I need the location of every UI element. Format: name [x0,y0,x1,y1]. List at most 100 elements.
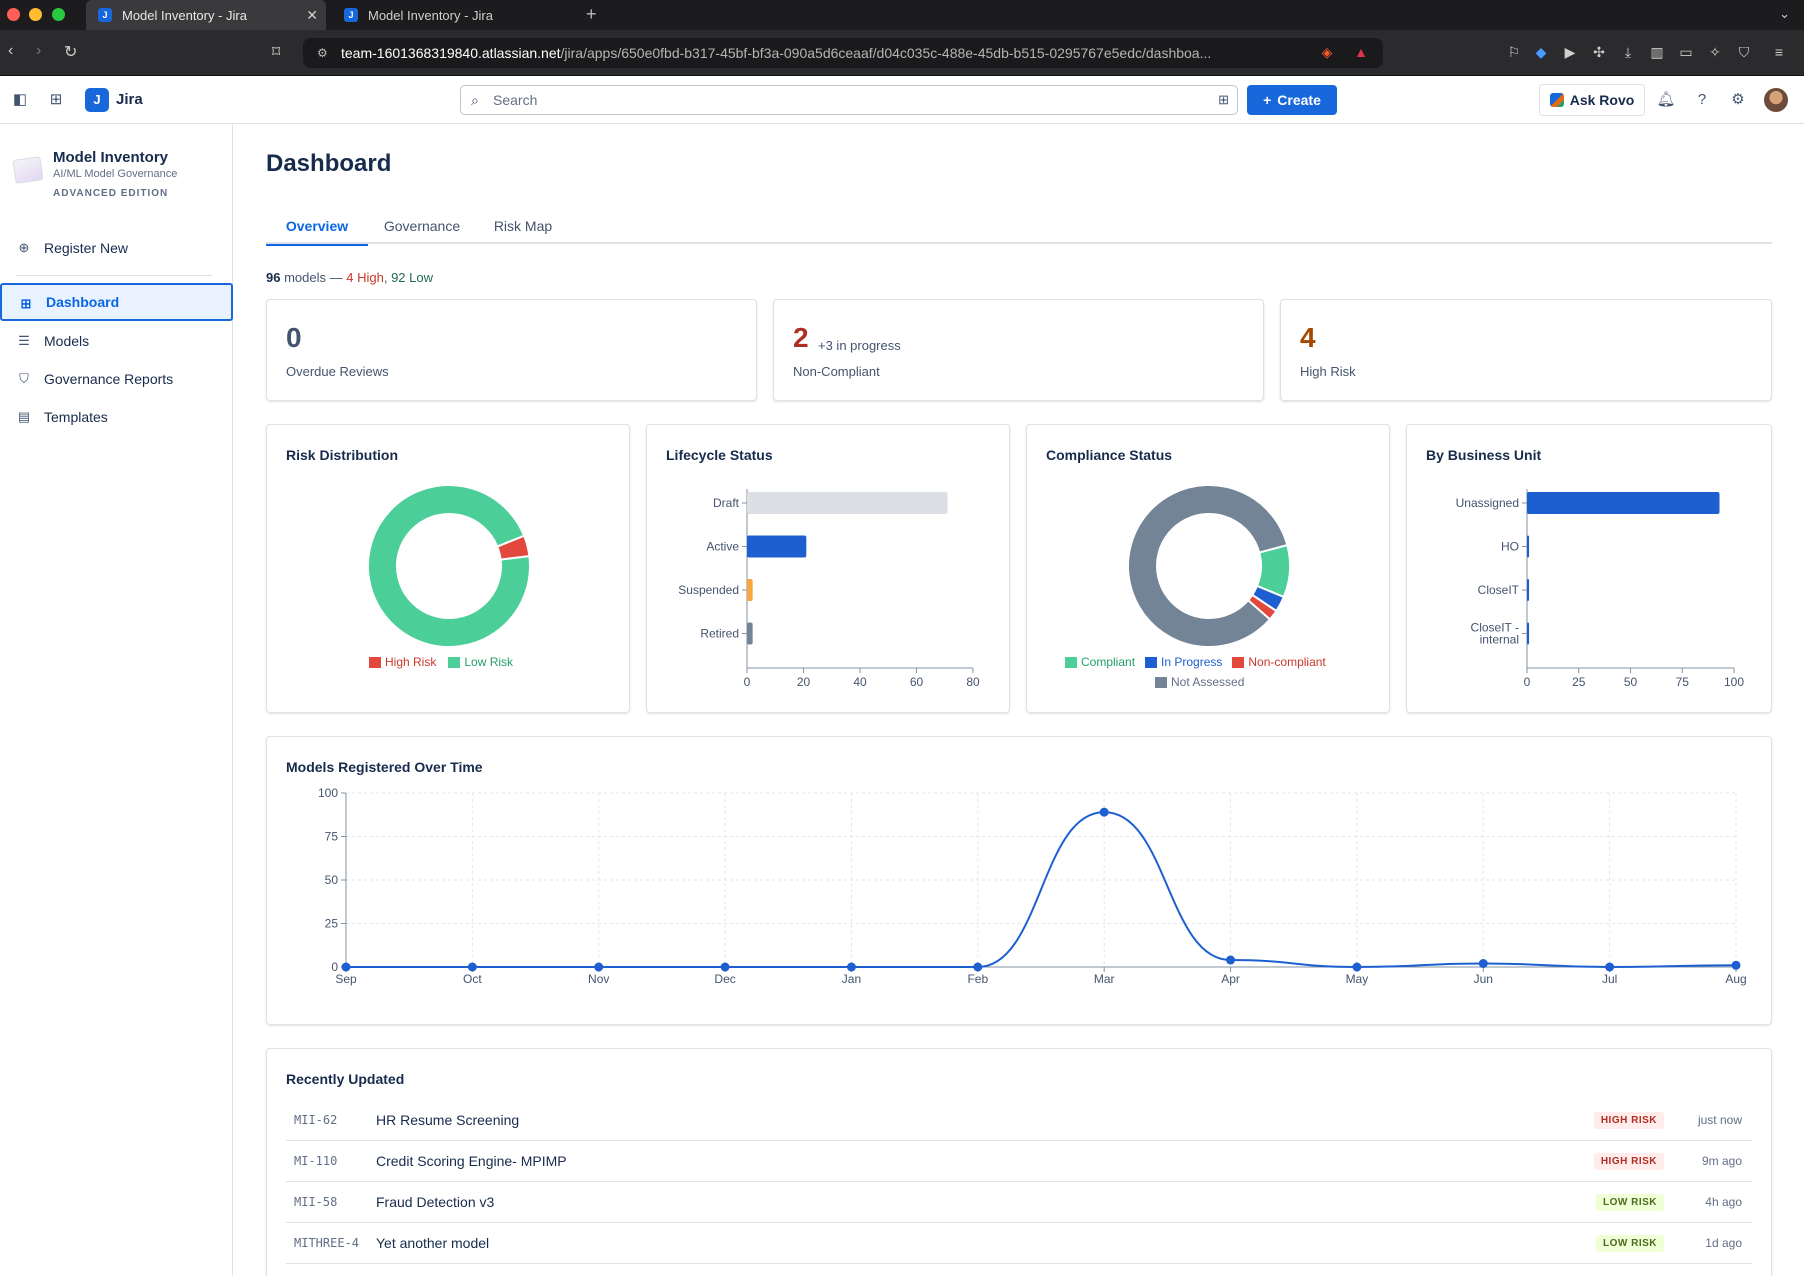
x-tick-label: Feb [967,972,988,986]
stat-card-overdue[interactable]: 0 Overdue Reviews [266,299,757,401]
sidebar-item-templates[interactable]: ▤ Templates [0,398,233,436]
settings-icon[interactable]: ⚙ [1731,91,1745,108]
register-new-button[interactable]: ⊕ Register New [0,229,233,267]
item-name: Yet another model [376,1235,490,1251]
extension-icon[interactable]: ◆ [1535,44,1547,60]
business-unit-chart: Unassigned HO CloseIT CloseIT -internal 0 25 5… [1456,489,1744,689]
tab-governance[interactable]: Governance [383,218,461,234]
bar [1527,622,1530,645]
new-tab-icon[interactable]: + [586,4,597,24]
brave-rewards-icon[interactable]: ▲ [1354,44,1368,60]
address-bar[interactable]: ⚙ team-1601368319840.atlassian.net/jira/… [303,38,1383,68]
low-count: 92 Low [391,270,433,285]
sidebar-item-dashboard[interactable]: ⊞ Dashboard [0,283,233,321]
create-label: Create [1277,92,1321,108]
menu-icon[interactable]: ≡ [1774,44,1784,60]
list-item[interactable]: MII-58 Fraud Detection v3 LOW RISK 4h ago [286,1182,1752,1223]
bar [1527,492,1720,514]
compliance-status-chart [1127,484,1291,648]
avatar[interactable] [1764,88,1788,112]
bar [747,579,753,601]
risk-badge: HIGH RISK [1593,1152,1664,1170]
rovo-label: Ask Rovo [1569,92,1635,108]
search-input[interactable]: ⌕ Search ⊞ [460,85,1238,115]
product-name[interactable]: Jira [116,91,143,108]
browser-tab-active[interactable]: J Model Inventory - Jira ✕ [86,0,326,30]
x-tick-label: 80 [966,675,980,689]
vpn-icon[interactable]: ⛉ [1738,44,1750,60]
y-tick-label: 75 [325,830,339,844]
forward-icon[interactable]: › [36,42,42,59]
section-title: Recently Updated [286,1071,405,1087]
high-count: 4 High [346,270,384,285]
y-tick-label: HO [1501,540,1519,554]
sidebar-toggle-icon[interactable]: ▥ [1650,44,1664,60]
app-subtitle: AI/ML Model Governance [53,168,178,180]
y-tick-label: internal [1480,633,1519,647]
jira-favicon-icon: J [98,8,112,22]
data-point [1099,807,1109,817]
legend-label: Compliant [1081,655,1136,669]
legend-swatch [1155,676,1167,688]
pie-slice [1127,484,1289,648]
grid-icon: ⊞ [20,296,32,311]
item-name: Fraud Detection v3 [376,1194,495,1210]
item-time: 4h ago [1705,1195,1742,1209]
site-info-icon[interactable]: ⚙ [317,46,328,60]
jira-logo-icon[interactable]: J [85,88,109,112]
bookmark-icon[interactable]: ⌑ [272,44,281,61]
notifications-icon[interactable]: 🔔︎ [1656,91,1676,108]
x-tick-label: Dec [714,972,735,986]
list-icon: ☰ [18,333,30,348]
leo-ai-icon[interactable]: ✧ [1709,44,1721,60]
create-button[interactable]: + Create [1247,85,1337,115]
puzzle-icon[interactable]: ✣ [1593,44,1605,60]
back-icon[interactable]: ‹ [8,42,14,59]
recently-updated-card: Recently Updated [266,1048,1772,1276]
reload-icon[interactable]: ↻ [64,44,78,61]
y-tick-label: CloseIT - [1471,621,1519,635]
stat-label: High Risk [1300,364,1356,379]
legend-swatch [448,656,461,668]
chart-legend: Compliant In Progress Non-compliant [1065,655,1326,669]
minimize-window-button[interactable] [29,8,42,21]
stat-card-high-risk[interactable]: 4 High Risk [1280,299,1772,401]
chevron-down-icon[interactable]: ⌄ [1779,6,1790,21]
legend-label: Not Assessed [1171,675,1245,689]
pie-slice [367,483,531,648]
maximize-window-button[interactable] [52,8,65,21]
list-item[interactable]: MI-110 Credit Scoring Engine- MPIMP HIGH R… [286,1141,1752,1182]
compliance-status-card: Compliance Status Compliant In Progress … [1026,424,1390,713]
tab-overview[interactable]: Overview [266,208,368,246]
chart-title: Models Registered Over Time [286,759,483,775]
jira-top-nav: ◧ ⊞ J Jira ⌕ Search ⊞ + Create Ask Rovo … [0,76,1804,124]
search-icon: ⌕ [471,92,479,108]
wallet-icon[interactable]: ▭ [1679,44,1693,60]
extension-icon[interactable]: ⚐ [1507,44,1521,60]
brave-shield-icon[interactable]: ◈ [1321,44,1333,60]
help-icon[interactable]: ? [1697,91,1707,108]
item-key: MII-62 [294,1113,338,1127]
app-switcher-icon[interactable]: ⊞ [49,91,63,108]
ask-rovo-button[interactable]: Ask Rovo [1539,84,1645,116]
extension-icon[interactable]: ▶ [1564,44,1576,60]
download-icon[interactable]: ⤓ [1624,44,1632,60]
sidebar-item-governance-reports[interactable]: ⛉ Governance Reports [0,360,233,398]
data-point [846,962,856,972]
list-item[interactable]: MII-62 HR Resume Screening HIGH RISK just n… [286,1100,1752,1141]
sidebar-collapse-icon[interactable]: ◧ [12,91,28,108]
add-circle-icon: ⊕ [18,240,30,255]
browser-tab[interactable]: J Model Inventory - Jira [332,0,572,30]
data-point [720,962,730,972]
legend-label: Low Risk [464,655,514,669]
sidebar-item-models[interactable]: ☰ Models [0,322,233,360]
tab-risk-map[interactable]: Risk Map [493,218,553,234]
close-tab-icon[interactable]: ✕ [306,7,318,23]
close-window-button[interactable] [7,8,20,21]
y-tick-label: 0 [331,960,338,974]
list-item[interactable]: MITHREE-4 Yet another model LOW RISK 1d ago [286,1223,1752,1264]
stat-card-non-compliant[interactable]: 2 +3 in progress Non-Compliant [773,299,1264,401]
x-tick-label: 25 [1572,675,1586,689]
legend-label: High Risk [385,655,437,669]
filter-grid-icon[interactable]: ⊞ [1218,92,1229,107]
